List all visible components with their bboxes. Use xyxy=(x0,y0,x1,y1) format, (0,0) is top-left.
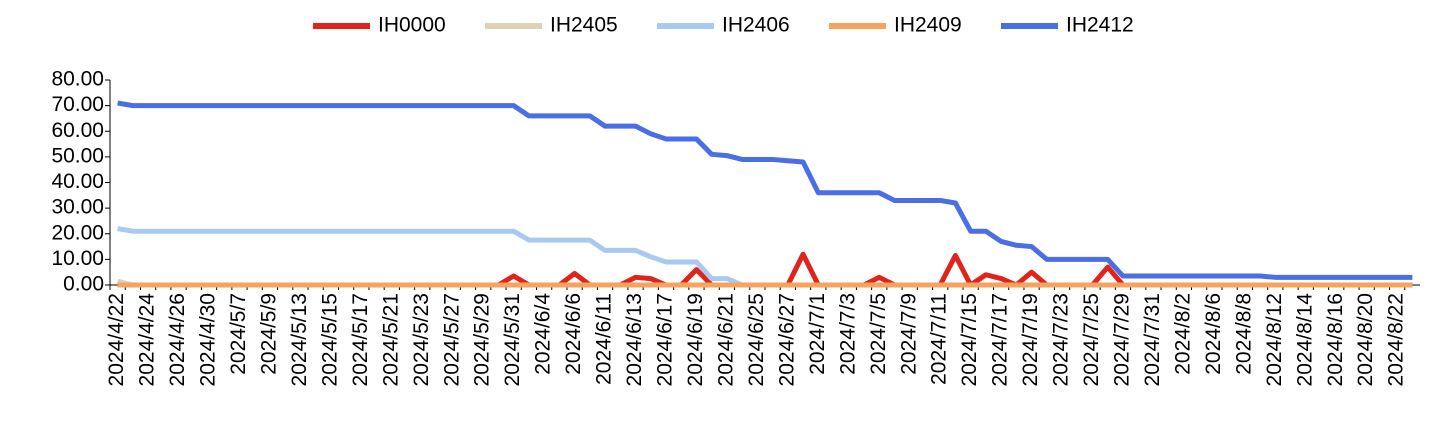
x-tick-label: 2024/4/30 xyxy=(197,293,220,386)
x-tick-label: 2024/7/5 xyxy=(867,293,890,375)
x-tick-label: 2024/7/1 xyxy=(806,293,829,375)
x-tick-label: 2024/7/17 xyxy=(989,293,1012,386)
x-tick-label: 2024/6/4 xyxy=(532,293,555,375)
x-tick-label: 2024/6/17 xyxy=(654,293,677,386)
line-series xyxy=(117,226,744,288)
x-tick-label: 2024/4/22 xyxy=(105,293,128,386)
x-tick-label: 2024/5/7 xyxy=(227,293,250,375)
x-tick-label: 2024/7/11 xyxy=(928,293,951,385)
x-tick-label: 2024/4/24 xyxy=(136,293,159,387)
x-tick-label: 2024/5/15 xyxy=(318,293,341,386)
x-tick-label: 2024/5/27 xyxy=(440,293,463,386)
x-tick-label: 2024/7/19 xyxy=(1019,293,1042,386)
x-tick-label: 2024/6/19 xyxy=(684,293,707,386)
x-tick-label: 2024/7/29 xyxy=(1111,293,1134,386)
x-tick-label: 2024/5/13 xyxy=(288,293,311,386)
x-tick-label: 2024/7/23 xyxy=(1050,293,1073,386)
x-tick-label: 2024/5/29 xyxy=(471,293,494,386)
x-tick-label: 2024/8/20 xyxy=(1354,293,1377,386)
x-tick-label: 2024/8/8 xyxy=(1232,293,1255,375)
line-series xyxy=(117,100,1413,280)
y-tick-label: 20.00 xyxy=(51,221,104,244)
legend-label: IH2409 xyxy=(894,14,962,37)
x-tick-label: 2024/7/3 xyxy=(836,293,859,375)
legend-label: IH2405 xyxy=(550,14,618,37)
y-tick-label: 50.00 xyxy=(51,144,104,167)
x-tick-label: 2024/5/21 xyxy=(379,293,402,386)
x-tick-label: 2024/6/13 xyxy=(623,293,646,386)
x-tick-label: 2024/6/11 xyxy=(593,293,616,385)
x-tick-label: 2024/8/2 xyxy=(1171,293,1194,375)
x-tick-label: 2024/5/17 xyxy=(349,293,372,386)
x-tick-label: 2024/8/6 xyxy=(1202,293,1225,375)
x-tick-label: 2024/5/23 xyxy=(410,293,433,386)
x-tick-label: 2024/8/14 xyxy=(1293,293,1316,387)
x-tick-label: 2024/5/31 xyxy=(501,293,524,386)
x-tick-label: 2024/8/16 xyxy=(1324,293,1347,386)
y-tick-label: 70.00 xyxy=(51,93,104,116)
x-tick-label: 2024/4/26 xyxy=(166,293,189,386)
x-tick-label: 2024/7/9 xyxy=(897,293,920,375)
y-tick-label: 30.00 xyxy=(51,196,104,219)
y-tick-label: 10.00 xyxy=(51,247,104,270)
x-tick-label: 2024/7/31 xyxy=(1141,293,1164,386)
x-tick-label: 2024/6/27 xyxy=(775,293,798,386)
y-tick-label: 0.00 xyxy=(63,273,104,296)
x-tick-label: 2024/7/25 xyxy=(1080,293,1103,386)
legend-label: IH2412 xyxy=(1066,14,1134,37)
legend-label: IH2406 xyxy=(722,14,790,37)
x-tick-label: 2024/6/21 xyxy=(714,293,737,386)
x-tick-label: 2024/8/12 xyxy=(1263,293,1286,386)
y-tick-label: 60.00 xyxy=(51,119,104,142)
y-tick-label: 80.00 xyxy=(51,68,104,91)
x-tick-label: 2024/6/25 xyxy=(745,293,768,386)
x-tick-label: 2024/7/15 xyxy=(958,293,981,386)
x-tick-label: 2024/5/9 xyxy=(257,293,280,375)
y-tick-label: 40.00 xyxy=(51,170,104,193)
legend-label: IH0000 xyxy=(378,14,446,37)
x-tick-label: 2024/8/22 xyxy=(1385,293,1408,386)
x-tick-label: 2024/6/6 xyxy=(562,293,585,375)
line-series xyxy=(117,251,1413,288)
